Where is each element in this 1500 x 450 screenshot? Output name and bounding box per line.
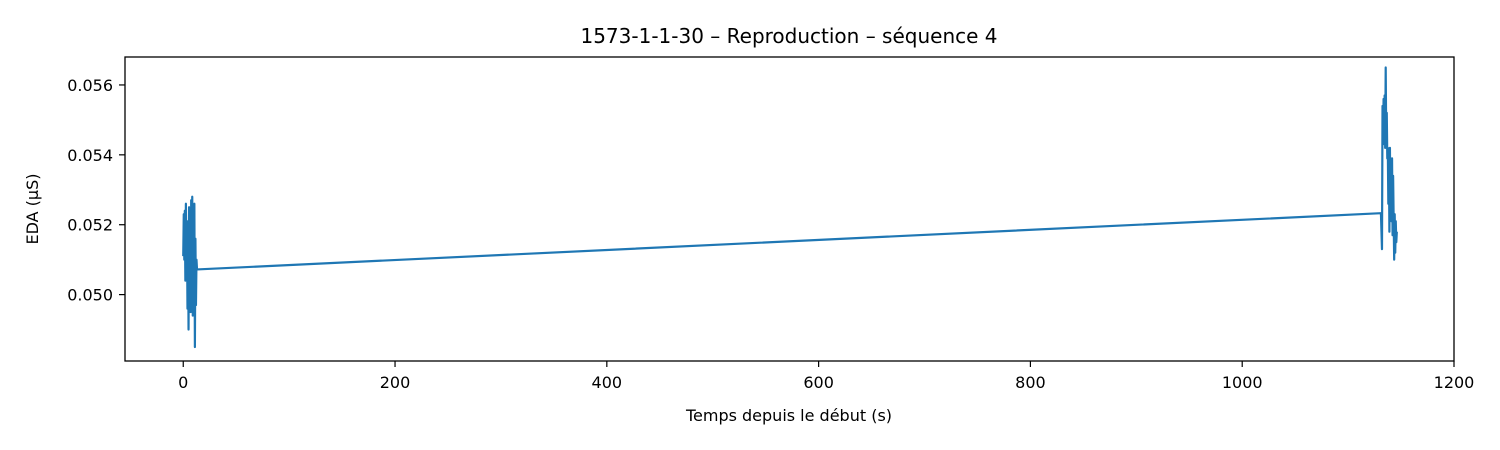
y-tick-label: 0.052 [67, 216, 113, 235]
x-tick-label: 800 [1015, 373, 1046, 392]
x-tick-label: 600 [803, 373, 834, 392]
y-tick-label: 0.056 [67, 76, 113, 95]
plot-area-frame [124, 56, 1455, 362]
x-tick-label: 200 [380, 373, 411, 392]
x-axis: 0 200 400 600 800 1000 1200 [178, 361, 1474, 392]
chart-title: 1573-1-1-30 – Reproduction – séquence 4 [580, 24, 997, 48]
x-tick-label: 0 [178, 373, 188, 392]
eda-series-line [182, 66, 1398, 349]
y-axis: 0.050 0.052 0.054 0.056 [67, 76, 125, 305]
x-tick-label: 1200 [1434, 373, 1475, 392]
x-tick-label: 1000 [1222, 373, 1263, 392]
x-tick-label: 400 [592, 373, 623, 392]
y-axis-label: EDA (µS) [23, 174, 42, 245]
y-tick-label: 0.054 [67, 146, 113, 165]
x-axis-label: Temps depuis le début (s) [685, 406, 892, 425]
y-tick-label: 0.050 [67, 286, 113, 305]
series-layer [182, 66, 1398, 349]
